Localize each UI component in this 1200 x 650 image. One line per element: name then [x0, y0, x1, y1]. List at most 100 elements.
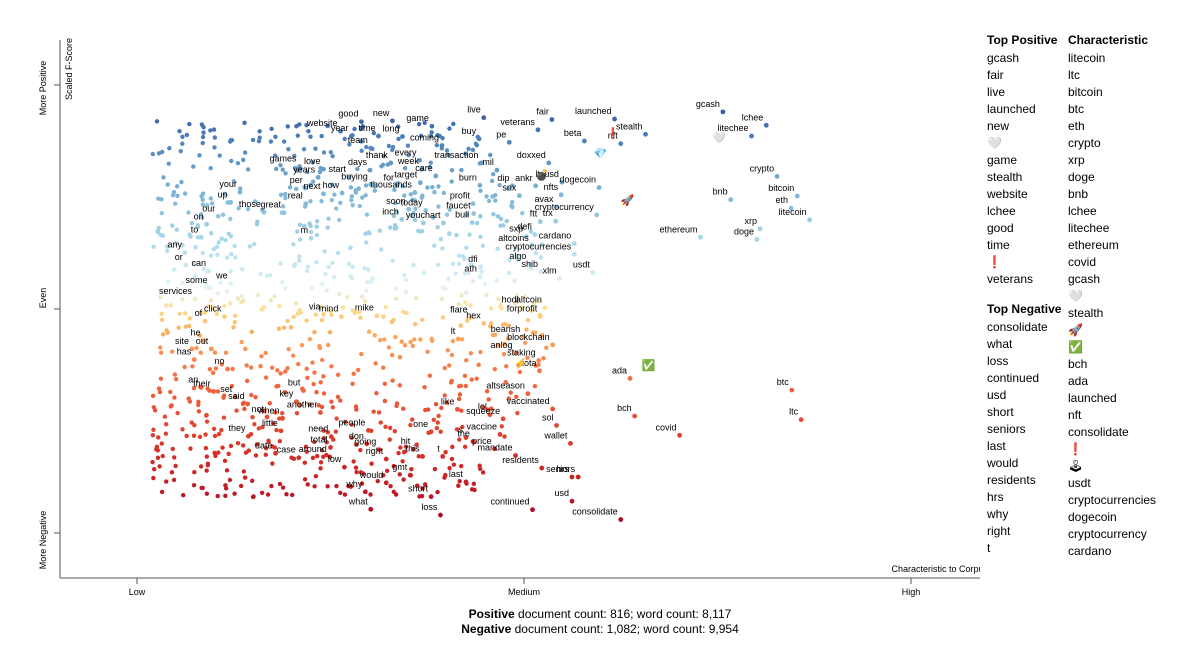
emoji-point-3[interactable]: 💣	[536, 169, 550, 183]
point-up[interactable]	[228, 199, 234, 205]
characteristic-item[interactable]: gcash	[1068, 272, 1101, 286]
point-defi[interactable]	[532, 232, 538, 238]
point-burn[interactable]	[477, 182, 483, 188]
point-next[interactable]	[321, 191, 326, 197]
point-transaction[interactable]	[479, 160, 484, 166]
top-positive-item[interactable]: time	[987, 238, 1010, 252]
point-m[interactable]	[308, 235, 314, 241]
characteristic-item[interactable]: xrp	[1068, 153, 1085, 167]
emoji-point-2[interactable]: 💎	[594, 147, 608, 160]
point-start[interactable]	[346, 174, 352, 180]
point-mandate[interactable]	[513, 453, 518, 458]
point-per[interactable]	[303, 185, 309, 191]
point-loss[interactable]	[438, 512, 443, 518]
point-ftt[interactable]	[537, 219, 543, 225]
point-why[interactable]	[362, 489, 368, 495]
top-positive-item[interactable]: good	[987, 221, 1014, 235]
point-new[interactable]	[390, 118, 395, 124]
point-love[interactable]	[321, 166, 326, 172]
point-people[interactable]	[366, 428, 371, 433]
characteristic-item[interactable]: bch	[1068, 357, 1088, 371]
point-short[interactable]	[428, 494, 434, 500]
point-veterans[interactable]	[535, 127, 541, 133]
point-seniors[interactable]	[575, 474, 581, 480]
characteristic-item[interactable]: 🤍	[1068, 289, 1083, 303]
top-positive-item[interactable]: lchee	[987, 204, 1016, 218]
point-doge[interactable]	[754, 237, 760, 242]
point-iota[interactable]	[537, 368, 542, 374]
characteristic-item[interactable]: litechee	[1068, 221, 1110, 235]
characteristic-item[interactable]: cryptocurrencies	[1068, 493, 1157, 507]
point-dip[interactable]	[509, 183, 515, 189]
point-not[interactable]	[264, 414, 270, 420]
point-coming[interactable]	[439, 143, 445, 148]
point-bearish[interactable]	[520, 334, 526, 340]
point-faucet[interactable]	[471, 211, 477, 216]
point-dogecoin[interactable]	[596, 185, 602, 190]
point-staking[interactable]	[536, 358, 542, 363]
point-altcoins[interactable]	[529, 243, 535, 249]
characteristic-item[interactable]: litecoin	[1068, 51, 1106, 65]
point-litechee[interactable]	[749, 133, 754, 139]
point-mind[interactable]	[338, 314, 344, 320]
characteristic-item[interactable]: doge	[1068, 170, 1095, 184]
characteristic-item[interactable]: launched	[1068, 391, 1117, 405]
point-said[interactable]	[245, 401, 251, 407]
characteristic-item[interactable]: nft	[1068, 408, 1082, 422]
top-negative-item[interactable]: seniors	[987, 422, 1026, 436]
point-another[interactable]	[318, 410, 323, 415]
point-thousands[interactable]	[412, 190, 418, 195]
point-around[interactable]	[327, 454, 333, 460]
point-year[interactable]	[348, 133, 354, 139]
point-altseason[interactable]	[525, 391, 531, 397]
characteristic-item[interactable]: stealth	[1068, 306, 1104, 320]
point-cardano[interactable]	[571, 241, 577, 246]
point-services[interactable]	[192, 296, 198, 302]
top-positive-item[interactable]: game	[987, 153, 1018, 167]
top-negative-item[interactable]: short	[987, 405, 1014, 419]
point-vaccine[interactable]	[497, 432, 503, 437]
emoji-point-6[interactable]: ✅	[642, 359, 656, 372]
point-target[interactable]	[417, 180, 423, 186]
point-those[interactable]	[261, 209, 267, 215]
point-soon[interactable]	[406, 206, 412, 212]
point-residents[interactable]	[539, 465, 545, 471]
point-flare[interactable]	[468, 315, 473, 320]
point-but[interactable]	[301, 388, 306, 393]
point-every[interactable]	[417, 157, 422, 163]
point-time[interactable]	[376, 133, 381, 139]
point-ankr[interactable]	[533, 183, 539, 189]
point-wallet[interactable]	[568, 441, 573, 446]
point-trx[interactable]	[553, 218, 559, 224]
point-on[interactable]	[204, 221, 210, 227]
point-out[interactable]	[208, 346, 214, 352]
point-our[interactable]	[215, 213, 221, 219]
top-positive-item[interactable]: fair	[987, 68, 1004, 82]
point-via[interactable]	[321, 311, 326, 317]
point-buying[interactable]	[368, 182, 374, 187]
point-has[interactable]	[191, 357, 197, 363]
point-care[interactable]	[433, 173, 439, 179]
point-ltc[interactable]	[798, 417, 804, 423]
point-mil[interactable]	[494, 167, 500, 173]
point-date[interactable]	[273, 450, 278, 456]
point-squeeze[interactable]	[500, 416, 506, 422]
point-launched[interactable]	[612, 116, 617, 122]
top-positive-item[interactable]: launched	[987, 102, 1036, 116]
characteristic-item[interactable]: ltc	[1068, 68, 1080, 82]
point-cryptocurrencies[interactable]	[571, 251, 577, 257]
point-lchee[interactable]	[763, 122, 769, 128]
point-beta[interactable]	[581, 138, 587, 144]
point-one[interactable]	[428, 429, 434, 435]
top-negative-item[interactable]: loss	[987, 354, 1009, 368]
point-no[interactable]	[225, 366, 230, 372]
point-usd[interactable]	[569, 498, 575, 504]
point-gcash[interactable]	[720, 109, 726, 115]
point-right[interactable]	[383, 456, 389, 462]
point-forprofit[interactable]	[537, 314, 543, 320]
point-inch[interactable]	[399, 217, 405, 222]
point-like[interactable]	[455, 406, 460, 412]
top-positive-item[interactable]: ❗	[987, 255, 1002, 269]
characteristic-item[interactable]: 🕹	[1068, 459, 1084, 473]
point-some[interactable]	[208, 285, 213, 291]
